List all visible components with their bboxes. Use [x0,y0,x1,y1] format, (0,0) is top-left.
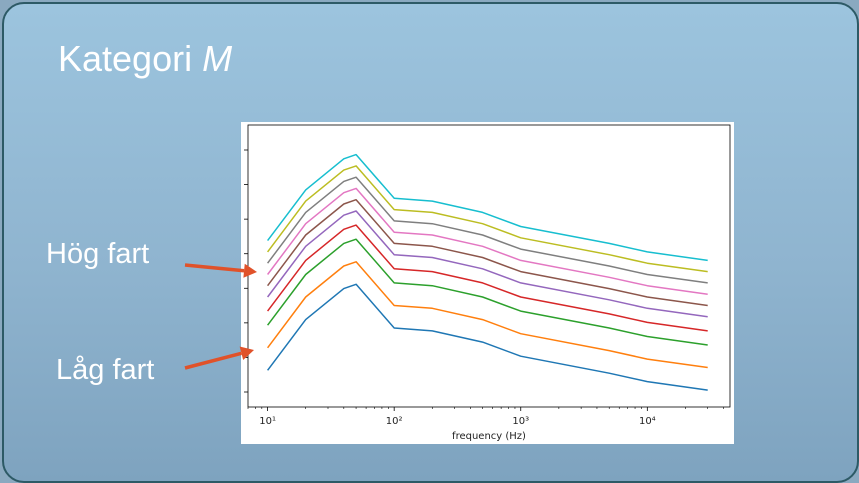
series-line-9 [267,165,708,273]
x-tick-label: 10⁴ [639,416,656,427]
title-prefix: Kategori [58,38,193,79]
axes-frame [247,124,731,408]
series-line-5 [267,210,708,318]
series-line-10 [267,153,708,262]
slide-title: Kategori M [58,38,232,80]
series-line-4 [267,224,708,332]
x-axis-label: frequency (Hz) [452,431,526,442]
x-tick-label: 10³ [512,416,529,427]
series-line-2 [267,261,708,369]
series-line-6 [267,198,708,307]
title-italic: M [202,38,233,79]
label-low-speed: Låg fart [56,354,155,386]
series-line-8 [267,176,708,284]
label-high-speed: Hög fart [46,238,150,270]
series-line-7 [267,187,708,295]
chart-panel: 10¹ 10² 10³ 10⁴ frequency (Hz) [241,122,734,444]
series-line-1 [267,283,708,391]
x-tick-label: 10¹ [259,416,276,427]
x-tick-label: 10² [386,416,403,427]
frequency-chart: 10¹ 10² 10³ 10⁴ frequency (Hz) [244,124,731,442]
series-line-3 [267,238,708,346]
